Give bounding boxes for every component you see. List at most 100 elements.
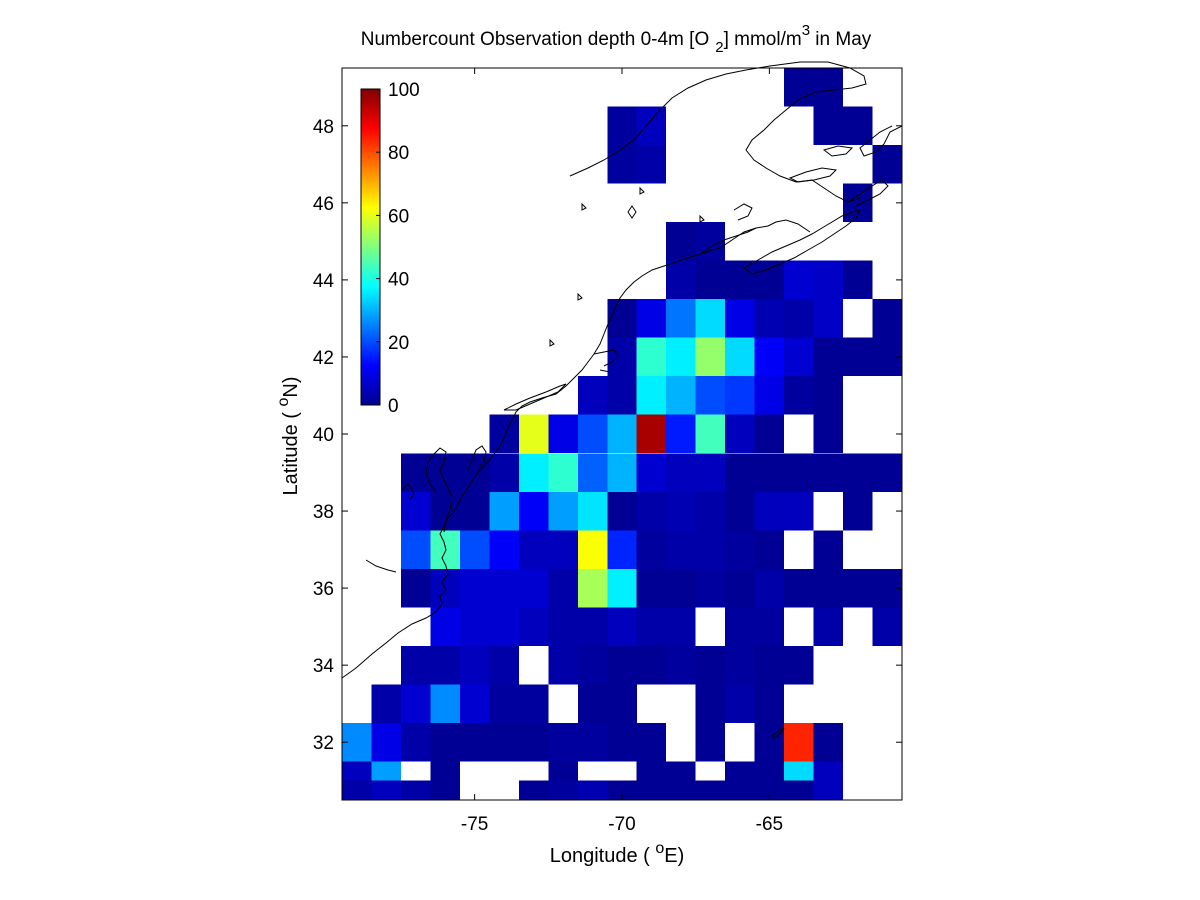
- heatmap-cell: [784, 780, 814, 800]
- heatmap-cell: [666, 337, 696, 377]
- heatmap-cell: [784, 68, 814, 107]
- y-tick-label: 42: [313, 348, 334, 369]
- heatmap-cell: [636, 414, 667, 454]
- colorbar-tick-label: 80: [388, 143, 409, 164]
- heatmap-cell: [548, 607, 578, 646]
- y-tick-label: 32: [313, 733, 334, 754]
- heatmap-cell: [636, 568, 667, 608]
- heatmap-cell: [400, 491, 431, 531]
- y-ticks: 32 34 36 38 40 42 44 46 48: [313, 117, 902, 754]
- heatmap-cell: [607, 568, 637, 608]
- colorbar-tick-label: 0: [388, 396, 399, 417]
- x-axis-label-prefix: Longitude (: [550, 845, 656, 867]
- heatmap-cell: [518, 568, 549, 608]
- heatmap-cell: [754, 645, 785, 685]
- heatmap-cell: [843, 183, 873, 223]
- heatmap-cell: [784, 337, 814, 377]
- x-tick-label: -75: [461, 814, 488, 835]
- heatmap-cell: [725, 376, 755, 415]
- heatmap-cell: [754, 337, 785, 377]
- heatmap-cell: [695, 299, 726, 338]
- heatmap-cell: [548, 568, 578, 608]
- chart-title: Numbercount Observation depth 0-4m [O 2] …: [361, 22, 872, 56]
- heatmap-cell: [489, 645, 519, 685]
- heatmap-cell: [548, 453, 578, 492]
- coastline-prince-edward-island: [788, 167, 838, 183]
- colorbar-tick-label: 20: [388, 333, 409, 354]
- heatmap-cell: [636, 530, 667, 569]
- heatmap-cell: [459, 568, 490, 608]
- heatmap-cell: [695, 337, 726, 377]
- coastline-anticosti: [822, 145, 854, 157]
- heatmap-cell: [754, 414, 785, 454]
- heatmap-cell: [636, 645, 667, 685]
- chart-title-sup: 3: [802, 22, 810, 39]
- colorbar-tick-label: 60: [388, 206, 409, 227]
- heatmap-cell: [489, 607, 519, 646]
- heatmap-cell: [607, 607, 637, 646]
- heatmap-cell: [666, 376, 696, 415]
- heatmap-cell: [430, 684, 460, 723]
- heatmap-cell: [813, 260, 844, 300]
- heatmap-cell: [400, 722, 431, 762]
- heatmap-cell: [636, 607, 667, 646]
- x-axis-label-sup: o: [655, 840, 664, 857]
- heatmap-cell: [666, 222, 696, 261]
- colorbar-tick-label: 40: [388, 270, 409, 291]
- heatmap-cell: [666, 568, 696, 608]
- chart-title-suffix: in May: [810, 29, 872, 50]
- heatmap-cell: [754, 607, 785, 646]
- y-tick-label: 46: [313, 194, 334, 215]
- heatmap-cell: [636, 780, 667, 800]
- heatmap-cell: [813, 722, 844, 762]
- x-tick-label: -65: [756, 814, 783, 835]
- heatmap-cell: [548, 645, 578, 685]
- heatmap-cell: [725, 299, 755, 338]
- heatmap-cell: [607, 684, 637, 723]
- heatmap-cell: [695, 530, 726, 569]
- heatmap-cell: [784, 722, 814, 762]
- heatmap-cell: [754, 722, 785, 762]
- x-tick-label: -70: [608, 814, 635, 835]
- heatmap-cell: [518, 530, 549, 569]
- coastline-saint-lawrence: [569, 61, 867, 203]
- heatmap-cell: [636, 337, 667, 377]
- y-axis-label-suffix: N): [280, 377, 302, 398]
- heatmap-cell: [843, 453, 873, 492]
- heatmap-cell: [843, 568, 873, 608]
- heatmap-cell: [813, 376, 844, 415]
- heatmap-cell: [459, 530, 490, 569]
- heatmap-cell: [725, 568, 755, 608]
- heatmap-cell: [813, 453, 844, 492]
- heatmap-cell: [725, 607, 755, 646]
- colorbar-ticks: 0 20 40 60 80 100: [376, 80, 420, 417]
- heatmap-cell: [636, 722, 667, 762]
- heatmap-cell: [872, 453, 902, 492]
- heatmap-cell: [489, 568, 519, 608]
- heatmap-cell: [607, 337, 637, 377]
- heatmap-cells: [342, 68, 902, 800]
- heatmap-cell: [607, 491, 637, 531]
- heatmap-cell: [725, 337, 755, 377]
- heatmap-cell: [459, 491, 490, 531]
- heatmap-cell: [695, 453, 726, 492]
- coastline-cape-cod: [593, 349, 619, 373]
- heatmap-cell: [784, 260, 814, 300]
- heatmap-cell: [577, 530, 608, 569]
- y-tick-label: 48: [313, 117, 334, 138]
- heatmap-cell: [666, 491, 696, 531]
- heatmap-cell: [666, 414, 696, 454]
- heatmap-cell: [784, 453, 814, 492]
- coastline-newfoundland: [859, 125, 903, 157]
- heatmap-cell: [695, 376, 726, 415]
- heatmap-cell: [518, 722, 549, 762]
- heatmap-cell: [725, 260, 755, 300]
- heatmap-cell: [607, 722, 637, 762]
- heatmap-cell: [666, 260, 696, 300]
- heatmap-cell: [784, 568, 814, 608]
- heatmap-cell: [813, 299, 844, 338]
- heatmap-cell: [577, 645, 608, 685]
- heatmap-cell: [607, 530, 637, 569]
- heatmap-cell: [872, 607, 902, 646]
